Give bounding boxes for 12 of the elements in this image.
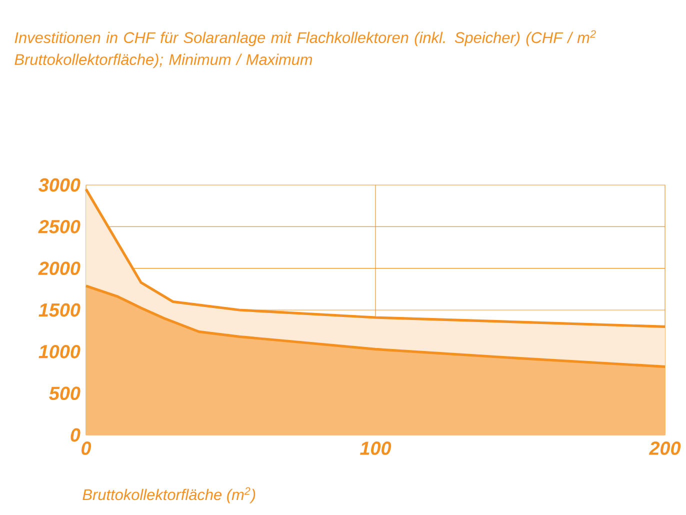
y-tick-label: 0 (70, 428, 80, 442)
x-tick-label: 0 (82, 442, 92, 455)
x-axis-title: Bruttokollektorfläche (m$^{2}$) (82, 487, 256, 504)
x-tick-label: 200 (648, 442, 681, 455)
y-tick-label: 1000 (38, 344, 80, 358)
text: Investitionen in CHF für Solaranlage mit Flachkollektoren (inkl. Speicher) (CHF / m$^{2}$ Bruttokollektorfläche); Minimum / Maximum (14, 30, 596, 68)
x-tick-label: 100 (360, 442, 392, 455)
y-tick-label: 2500 (38, 220, 80, 234)
y-tick-label: 500 (49, 386, 80, 400)
y-tick-label: 3000 (38, 178, 80, 192)
y-tick-label: 2000 (38, 262, 80, 276)
y-tick-label: 1500 (38, 303, 80, 317)
